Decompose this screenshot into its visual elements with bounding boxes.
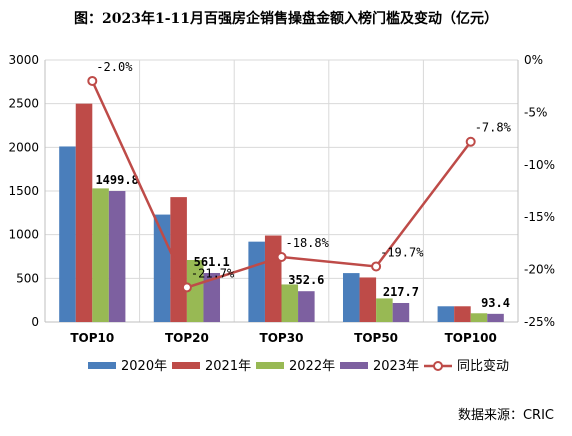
legend-label: 2021年 [205, 359, 251, 374]
y-tick-label: 3000 [8, 53, 39, 67]
bar [376, 298, 393, 322]
bar [359, 277, 377, 322]
y2-tick-label: -20% [524, 263, 555, 277]
legend-swatch [256, 362, 284, 369]
bar [264, 235, 282, 322]
bar [170, 197, 187, 322]
legend-label: 2023年 [373, 359, 419, 374]
legend-label: 同比变动 [457, 358, 509, 374]
y2-tick-label: -10% [524, 158, 555, 172]
line-data-label: -19.7% [380, 245, 424, 259]
y2-tick-label: -15% [524, 210, 555, 224]
bar [454, 306, 471, 322]
line-data-label: -7.8% [475, 121, 512, 135]
y-tick-label: 1500 [8, 184, 39, 198]
bar [392, 302, 410, 322]
chart-title: 图：2023年1-11月百强房企销售操盘金额入榜门槛及变动（亿元） [74, 11, 498, 27]
legend-label: 2020年 [121, 359, 167, 374]
legend-swatch [340, 362, 368, 369]
line-point [465, 136, 476, 147]
y-tick-label: 2500 [8, 97, 39, 111]
legend-marker [433, 361, 443, 371]
y-tick-label: 0 [31, 315, 39, 329]
bar [298, 291, 315, 322]
bar [342, 273, 360, 322]
y-tick-label: 1000 [8, 228, 39, 242]
legend-label: 2022年 [289, 359, 335, 374]
line-point [181, 282, 192, 293]
line-point [371, 261, 382, 272]
bar [108, 191, 126, 322]
bar [203, 272, 221, 322]
bar [92, 188, 109, 322]
bar-data-label: 93.4 [481, 296, 510, 310]
bar [487, 313, 504, 322]
x-tick-label: TOP10 [70, 331, 114, 345]
source-note: 数据来源：CRIC [457, 408, 554, 423]
x-tick-label: TOP50 [354, 331, 398, 345]
line-point [87, 75, 98, 86]
y-tick-label: 500 [16, 271, 39, 285]
bar-data-label: 217.7 [383, 285, 419, 299]
legend-swatch [172, 362, 200, 369]
x-tick-label: TOP20 [165, 331, 209, 345]
bar-data-label: 352.6 [288, 273, 324, 287]
x-tick-label: TOP100 [445, 331, 497, 345]
legend-swatch [88, 362, 116, 369]
bar [470, 313, 488, 322]
bar [186, 259, 204, 322]
bar [59, 146, 76, 322]
x-tick-label: TOP30 [260, 331, 304, 345]
y-tick-label: 2000 [8, 140, 39, 154]
y2-tick-label: -5% [524, 105, 547, 119]
line-data-label: -2.0% [96, 60, 133, 74]
y2-tick-label: -25% [524, 315, 555, 329]
bar [248, 241, 265, 322]
bar [75, 103, 93, 323]
bar-data-label: 561.1 [194, 255, 230, 269]
bar [437, 306, 455, 322]
line-data-label: -21.7% [191, 266, 235, 280]
bar-data-label: 1499.8 [95, 173, 138, 187]
line-point [276, 252, 287, 263]
bar [281, 284, 299, 322]
line-data-label: -18.8% [286, 236, 330, 250]
y2-tick-label: 0% [524, 53, 543, 67]
